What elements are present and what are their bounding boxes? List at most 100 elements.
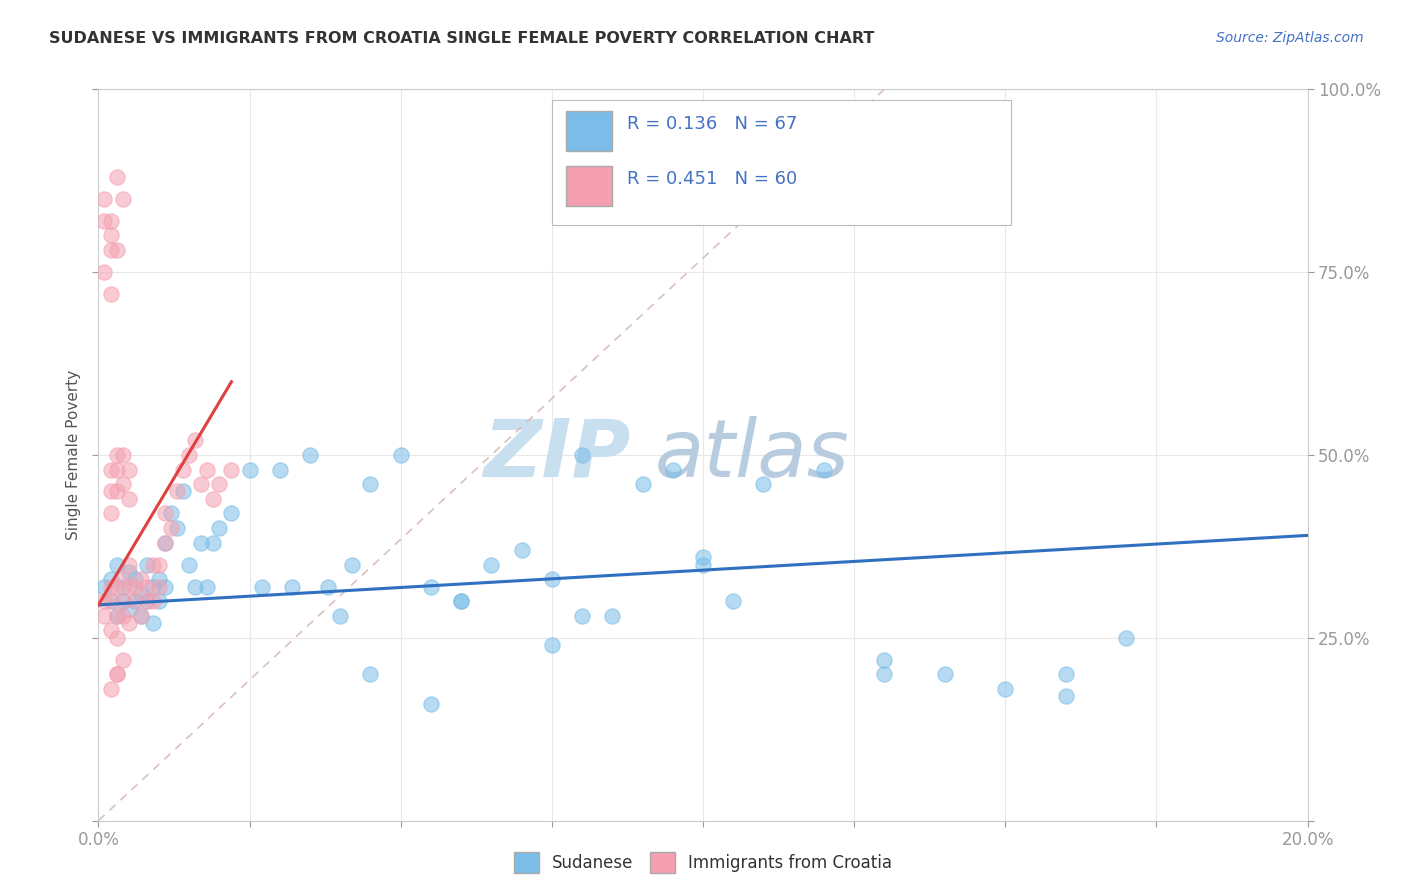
Point xyxy=(100,287,122,301)
Point xyxy=(100,624,122,638)
Point xyxy=(129,587,152,601)
Point xyxy=(129,608,152,623)
Point xyxy=(111,572,134,586)
Point xyxy=(195,580,218,594)
Point xyxy=(148,580,170,594)
Point xyxy=(93,214,115,228)
Point xyxy=(221,507,243,521)
Point xyxy=(208,521,231,535)
Point xyxy=(124,594,146,608)
Point xyxy=(118,601,141,615)
Point xyxy=(299,448,322,462)
Point xyxy=(142,594,165,608)
Point xyxy=(202,535,225,549)
Point xyxy=(118,462,141,476)
Point xyxy=(342,558,364,572)
Point xyxy=(571,608,593,623)
Point xyxy=(179,448,201,462)
Point xyxy=(813,462,835,476)
Point xyxy=(221,462,243,476)
Point xyxy=(172,484,194,499)
Point xyxy=(118,491,141,506)
Point xyxy=(111,477,134,491)
Point xyxy=(118,565,141,579)
Point xyxy=(873,667,896,681)
Point xyxy=(195,462,218,476)
Y-axis label: Single Female Poverty: Single Female Poverty xyxy=(66,370,82,540)
Point xyxy=(100,484,122,499)
Point xyxy=(105,608,128,623)
Point xyxy=(316,580,339,594)
Point xyxy=(269,462,291,476)
Point xyxy=(166,484,188,499)
Point xyxy=(105,448,128,462)
Point xyxy=(420,697,443,711)
Point xyxy=(160,507,183,521)
Point xyxy=(100,594,122,608)
Point xyxy=(281,580,304,594)
Point xyxy=(105,667,128,681)
Point xyxy=(540,572,562,586)
Point xyxy=(631,477,654,491)
Point xyxy=(135,594,157,608)
Point xyxy=(692,550,714,565)
Point xyxy=(1054,690,1077,704)
Point xyxy=(153,535,176,549)
Point xyxy=(100,572,122,586)
Point xyxy=(93,580,115,594)
Point xyxy=(184,580,207,594)
Point xyxy=(1115,631,1137,645)
Point xyxy=(124,594,146,608)
Point xyxy=(135,580,157,594)
Point xyxy=(153,580,176,594)
Point xyxy=(752,477,775,491)
Text: atlas: atlas xyxy=(655,416,849,494)
Point xyxy=(420,580,443,594)
Point xyxy=(994,681,1017,696)
Point xyxy=(873,653,896,667)
Point xyxy=(450,594,472,608)
Point xyxy=(148,572,170,586)
Point xyxy=(723,594,745,608)
Point xyxy=(481,558,503,572)
Point xyxy=(100,228,122,243)
Point xyxy=(172,462,194,476)
Point xyxy=(100,214,122,228)
Point xyxy=(105,608,128,623)
Point xyxy=(124,572,146,586)
Point xyxy=(105,484,128,499)
Point xyxy=(153,535,176,549)
Point xyxy=(142,580,165,594)
Point xyxy=(105,462,128,476)
Point xyxy=(450,594,472,608)
Point xyxy=(111,594,134,608)
Point xyxy=(190,535,212,549)
Point xyxy=(111,192,134,206)
Point xyxy=(93,594,115,608)
Point xyxy=(250,580,273,594)
Point xyxy=(1054,667,1077,681)
Point xyxy=(160,521,183,535)
Point xyxy=(602,608,624,623)
Point xyxy=(360,667,382,681)
Point xyxy=(105,631,128,645)
Text: Source: ZipAtlas.com: Source: ZipAtlas.com xyxy=(1216,31,1364,45)
Text: SUDANESE VS IMMIGRANTS FROM CROATIA SINGLE FEMALE POVERTY CORRELATION CHART: SUDANESE VS IMMIGRANTS FROM CROATIA SING… xyxy=(49,31,875,46)
Point xyxy=(105,558,128,572)
Point xyxy=(111,653,134,667)
Point xyxy=(661,462,683,476)
Point xyxy=(118,558,141,572)
Point xyxy=(179,558,201,572)
Point xyxy=(100,243,122,257)
Point xyxy=(190,477,212,491)
Point xyxy=(153,507,176,521)
Point xyxy=(360,477,382,491)
Point xyxy=(100,681,122,696)
Point xyxy=(93,608,115,623)
Point xyxy=(124,580,146,594)
Point xyxy=(100,594,122,608)
Point xyxy=(135,594,157,608)
Point xyxy=(111,448,134,462)
Point xyxy=(135,558,157,572)
Point xyxy=(148,558,170,572)
